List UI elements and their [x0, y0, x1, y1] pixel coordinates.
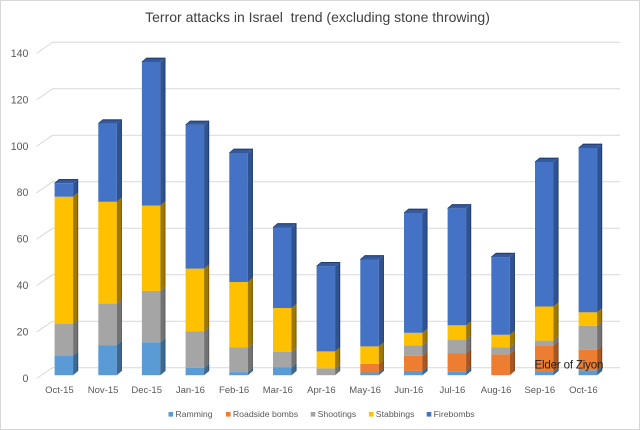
- svg-text:Feb-16: Feb-16: [219, 385, 249, 396]
- svg-text:Oct-16: Oct-16: [569, 385, 598, 396]
- svg-text:Dec-15: Dec-15: [131, 385, 162, 396]
- svg-text:Stabbings: Stabbings: [376, 409, 415, 419]
- svg-text:40: 40: [17, 280, 29, 292]
- svg-text:Aug-16: Aug-16: [481, 385, 512, 396]
- svg-text:Roadside bombs: Roadside bombs: [233, 409, 299, 419]
- svg-text:100: 100: [11, 141, 29, 153]
- svg-text:140: 140: [11, 48, 29, 60]
- svg-text:20: 20: [17, 327, 29, 339]
- svg-text:0: 0: [22, 373, 28, 385]
- svg-text:Sep-16: Sep-16: [524, 385, 555, 396]
- svg-text:Firebombs: Firebombs: [434, 409, 476, 419]
- svg-text:Ramming: Ramming: [175, 409, 212, 419]
- svg-text:Nov-15: Nov-15: [88, 385, 119, 396]
- svg-text:Terror attacks in Israel tren: Terror attacks in Israel trend (excludin…: [145, 9, 490, 25]
- svg-text:80: 80: [17, 187, 29, 199]
- svg-text:Elder of Ziyon: Elder of Ziyon: [535, 359, 604, 372]
- svg-text:Mar-16: Mar-16: [263, 385, 293, 396]
- svg-text:120: 120: [11, 94, 29, 106]
- svg-text:Jan-16: Jan-16: [176, 385, 205, 396]
- svg-text:Jul-16: Jul-16: [439, 385, 465, 396]
- svg-text:Shootings: Shootings: [318, 409, 357, 419]
- svg-text:Oct-15: Oct-15: [45, 385, 74, 396]
- svg-text:Apr-16: Apr-16: [307, 385, 336, 396]
- svg-text:60: 60: [17, 234, 29, 246]
- svg-text:May-16: May-16: [349, 385, 381, 396]
- svg-text:Jun-16: Jun-16: [394, 385, 423, 396]
